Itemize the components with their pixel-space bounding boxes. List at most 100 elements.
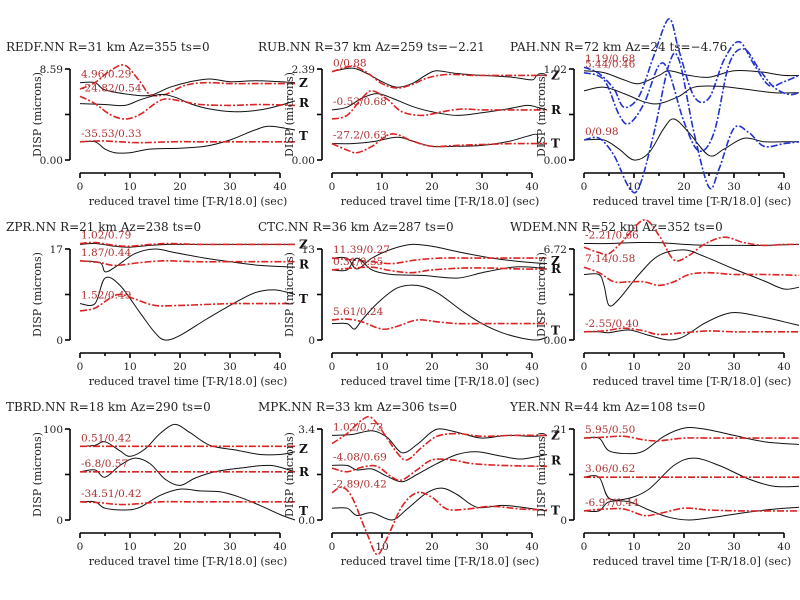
x-tick-label: 40: [777, 541, 790, 553]
fit-annotation-r: 5.44/0.46: [585, 59, 636, 71]
y-tick-label-max: 2.39: [292, 64, 315, 76]
panel-wdem-nn: WDEM.NN R=52 km Az=352 ts=0 6.72 0.00DISP …: [510, 219, 800, 388]
component-label-z: Z: [551, 254, 560, 268]
panel-title: REDF.NN R=31 km Az=355 ts=0: [6, 40, 210, 54]
x-tick-label: 30: [223, 541, 236, 553]
panel-tbrd-nn: TBRD.NN R=18 km Az=290 ts=0 100 0 DISP (mic…: [6, 400, 310, 568]
component-label-t: T: [551, 323, 560, 337]
component-label-t: T: [551, 137, 560, 151]
y-tick-label-min: 0.0: [298, 515, 315, 527]
observed-trace-r: [79, 457, 296, 486]
fit-annotation-z: 1.02/0.79: [81, 230, 131, 242]
y-tick-label-max: 6.72: [544, 244, 567, 256]
observed-trace-t: [331, 487, 548, 521]
y-tick-label-min: 0: [560, 515, 567, 527]
fit-annotation-z: 1.02/0.73: [333, 421, 383, 433]
observed-trace-t: [583, 312, 800, 341]
x-tick-label: 10: [627, 541, 640, 553]
y-axis-label: DISP (microns): [283, 432, 296, 517]
x-axis-label: reduced travel time [T-R/18.0] (sec): [341, 375, 540, 388]
fit-annotation-t: -2.89/0.42: [333, 479, 387, 491]
x-tick-label: 20: [677, 181, 690, 193]
synthetic-trace-t: [331, 133, 548, 154]
synthetic-trace-z: [583, 18, 800, 109]
y-tick-label-max: 3.4: [298, 424, 315, 436]
component-label-r: R: [551, 262, 562, 276]
x-tick-label: 0: [329, 181, 336, 193]
observed-trace-z: [583, 241, 800, 246]
observed-trace-r: [583, 249, 800, 307]
observed-trace-t: [79, 488, 296, 521]
y-tick-label-max: 1.02: [544, 64, 567, 76]
x-axis-label: reduced travel time [T-R/18.0] (sec): [593, 375, 792, 388]
panel-yer-nn: YER.NN R=44 km Az=108 ts=0 21 0 DISP (micro…: [509, 400, 800, 568]
x-axis-label: reduced travel time [T-R/18.0] (sec): [341, 555, 540, 568]
y-tick-label-max: 100: [43, 424, 63, 436]
observed-trace-r: [583, 457, 800, 501]
component-label-z: Z: [551, 428, 560, 442]
y-tick-label-max: 21: [554, 424, 567, 436]
fit-annotation-r: -6.8/0.57: [81, 458, 128, 470]
synthetic-trace-r: [583, 266, 800, 287]
observed-trace-r: [331, 93, 548, 116]
synthetic-trace-r: [583, 48, 800, 153]
fit-annotation-z: 1.19/0.68: [585, 53, 635, 65]
fit-annotation-z: 0/0.88: [333, 58, 367, 70]
x-tick-label: 0: [77, 541, 84, 553]
panel-ctc-nn: CTC.NN R=36 km Az=287 ts=0 13 0 DISP (micro…: [258, 220, 562, 388]
x-tick-label: 0: [329, 361, 336, 373]
x-tick-label: 40: [525, 181, 538, 193]
x-tick-label: 0: [581, 541, 588, 553]
x-tick-label: 30: [727, 361, 740, 373]
x-tick-label: 30: [727, 541, 740, 553]
panel-title: WDEM.NN R=52 km Az=352 ts=0: [510, 220, 723, 234]
panel-title: TBRD.NN R=18 km Az=290 ts=0: [6, 400, 211, 414]
panel-title: PAH.NN R=72 km Az=24 ts=−4.76: [510, 40, 727, 54]
panel-zpr-nn: ZPR.NN R=21 km Az=238 ts=0 17 0 DISP (micro…: [6, 220, 310, 388]
component-label-z: Z: [299, 76, 308, 90]
fit-annotation-r: 1.87/0.44: [81, 247, 132, 259]
y-tick-label-max: 13: [302, 244, 315, 256]
y-axis-label: DISP (microns): [31, 432, 44, 517]
y-axis-label: DISP (microns): [535, 252, 548, 337]
y-tick-label-min: 0.00: [544, 155, 567, 167]
x-tick-label: 30: [223, 181, 236, 193]
x-axis-label: reduced travel time [T-R/18.0] (sec): [89, 375, 288, 388]
y-tick-label-max: 17: [50, 244, 63, 256]
fit-annotation-t: -35.53/0.33: [81, 128, 142, 140]
component-label-r: R: [299, 257, 310, 271]
x-tick-label: 0: [581, 181, 588, 193]
fit-annotation-r: -24.82/0.54: [81, 82, 142, 94]
panel-title: RUB.NN R=37 km Az=259 ts=−2.21: [258, 40, 485, 54]
synthetic-trace-r: [331, 266, 548, 274]
x-axis-label: reduced travel time [T-R/18.0] (sec): [341, 195, 540, 208]
x-tick-label: 40: [273, 361, 286, 373]
panel-pah-nn: PAH.NN R=72 km Az=24 ts=−4.76 1.02 0.00DIS…: [510, 18, 800, 208]
fit-annotation-r: -0.53/0.68: [333, 96, 387, 108]
y-axis-label: DISP (microns): [31, 72, 44, 157]
fit-annotation-z: 5.95/0.50: [585, 424, 635, 436]
x-tick-label: 10: [375, 361, 388, 373]
observed-trace-t: [583, 118, 799, 161]
observed-trace-t: [79, 276, 296, 341]
x-tick-label: 40: [525, 541, 538, 553]
observed-trace-r: [583, 85, 800, 105]
x-tick-label: 20: [173, 541, 186, 553]
x-axis-label: reduced travel time [T-R/18.0] (sec): [593, 195, 792, 208]
x-tick-label: 20: [173, 181, 186, 193]
synthetic-trace-t: [583, 327, 799, 336]
synthetic-trace-z: [331, 257, 547, 265]
panel-title: CTC.NN R=36 km Az=287 ts=0: [258, 220, 454, 234]
x-tick-label: 0: [77, 181, 84, 193]
observed-trace-z: [79, 423, 296, 457]
synthetic-trace-z: [79, 241, 295, 248]
component-label-t: T: [299, 292, 308, 306]
synthetic-trace-z: [331, 415, 548, 461]
x-tick-label: 30: [223, 361, 236, 373]
synthetic-trace-t: [331, 318, 547, 331]
y-tick-label-min: 0: [308, 335, 315, 347]
fit-annotation-r: 3.06/0.62: [585, 463, 635, 475]
fit-annotation-t: -34.51/0.42: [81, 488, 142, 500]
synthetic-trace-t: [331, 486, 548, 556]
observed-trace-t: [79, 125, 296, 154]
